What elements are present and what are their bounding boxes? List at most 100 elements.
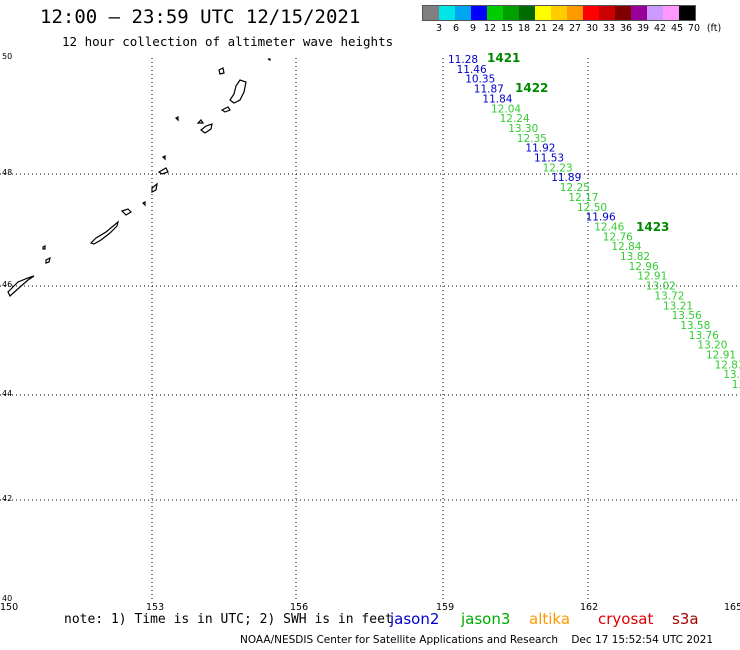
wave-height-reading: 13.30 [508,123,538,135]
island-coastline [89,220,120,245]
legend-swatch [615,6,631,20]
wave-height-reading: 11.84 [482,93,512,105]
legend-swatch [439,6,455,20]
island-coastline [218,67,225,75]
legend-swatch [551,6,567,20]
legend-label: 33 [602,23,616,34]
map-title: 12:00 – 23:59 UTC 12/15/2021 [40,6,361,28]
legend-swatch [631,6,647,20]
latitude-tick-label: 44 [2,389,13,398]
island-coastline [141,201,146,207]
legend-label: 3 [435,23,443,34]
latitude-tick-label: 40 [2,594,13,603]
wave-height-reading: 11.89 [551,172,581,184]
graticule [0,58,740,600]
legend-label: 36 [619,23,633,34]
wave-height-reading: 10.35 [465,74,495,86]
island-coastline [196,119,205,124]
island-coastline [229,79,247,104]
island-coastline [42,245,46,250]
wave-height-reading: 12.35 [517,133,547,145]
latitude-tick-label: 50 [2,52,13,61]
legend-label: 70 [687,23,701,34]
wave-height-reading: 12.25 [560,182,590,194]
latitude-tick-label: 42 [2,494,13,503]
wave-height-reading: 11.87 [474,84,504,96]
wave-height-reading: 12.24 [500,113,530,125]
wave-height-reading: 13.58 [680,320,710,332]
island-coastline [120,208,132,216]
pass-label: 1421 [487,51,520,65]
wave-height-reading: 12.91 [706,350,736,362]
longitude-tick-label: 159 [436,602,455,613]
island-coastline [161,155,166,161]
longitude-tick-label: 156 [290,602,309,613]
legend-swatch [647,6,663,20]
island-coastline [7,275,35,297]
legend-swatch [423,6,439,20]
wave-height-reading: 12.46 [594,221,624,233]
island-coastline [157,167,169,175]
island-coastline [45,256,51,264]
legend-label: 30 [585,23,599,34]
wave-height-reading: 13. [732,379,740,391]
island-coastline [267,58,271,61]
wave-height-reading: 13.72 [654,290,684,302]
wave-height-reading: 12.84 [611,241,641,253]
wave-height-reading: 11.46 [457,64,487,76]
satellite-legend-jason3: jason3 [461,610,511,628]
footer-credit: NOAA/NESDIS Center for Satellite Applica… [240,634,714,646]
altimeter-readings: 11.2811.4610.3511.8711.8412.0412.2413.30… [448,51,740,391]
legend-label: 39 [636,23,650,34]
legend-swatch [663,6,679,20]
legend-swatch [679,6,695,20]
legend-swatch [599,6,615,20]
legend-label: 12 [483,23,497,34]
wave-height-reading: 13.21 [663,300,693,312]
legend-swatch [567,6,583,20]
legend-label: 21 [534,23,548,34]
longitude-tick-label: 165 [724,602,740,613]
wave-height-reading: 12.83 [715,359,740,371]
satellite-legend-s3a: s3a [672,610,699,628]
wave-height-reading: 12.91 [637,271,667,283]
longitude-tick-label: 150 [0,602,19,613]
wave-height-reading: 11.96 [586,212,616,224]
wave-height-reading: 12.23 [543,162,573,174]
legend-swatch [535,6,551,20]
satellite-legend-altika: altika [529,610,571,628]
wave-height-reading: 11.92 [525,143,555,155]
latitude-tick-label: 46 [2,280,13,289]
legend-swatch [471,6,487,20]
latitude-tick-label: 48 [2,168,13,177]
legend-label: 9 [469,23,477,34]
map-subtitle: 12 hour collection of altimeter wave hei… [62,34,394,49]
legend-color-bar [422,5,696,21]
legend-swatch [487,6,503,20]
legend-label: 27 [568,23,582,34]
legend-swatch [455,6,471,20]
wave-height-reading: 13.8 [723,369,740,381]
legend-label: 15 [500,23,514,34]
wave-height-reading: 13.82 [620,251,650,263]
pass-label: 1423 [636,220,669,234]
legend-label: 45 [670,23,684,34]
legend-label: 42 [653,23,667,34]
island-coastline [220,106,231,113]
legend-label: 24 [551,23,565,34]
longitude-tick-label: 162 [580,602,599,613]
legend-swatch [519,6,535,20]
wave-height-reading: 12.96 [629,261,659,273]
coastline-kuril-islands [7,58,271,297]
wave-height-reading: 13.76 [689,330,719,342]
wave-height-reading: 11.53 [534,153,564,165]
wave-height-reading: 12.17 [568,192,598,204]
wave-height-reading: 11.28 [448,54,478,66]
footer-note: note: 1) Time is in UTC; 2) SWH is in fe… [64,612,393,627]
wave-height-reading: 12.76 [603,231,633,243]
wave-height-reading: 12.50 [577,202,607,214]
legend-label: 18 [517,23,531,34]
satellite-legend-cryosat: cryosat [598,610,654,628]
island-coastline [200,123,213,134]
